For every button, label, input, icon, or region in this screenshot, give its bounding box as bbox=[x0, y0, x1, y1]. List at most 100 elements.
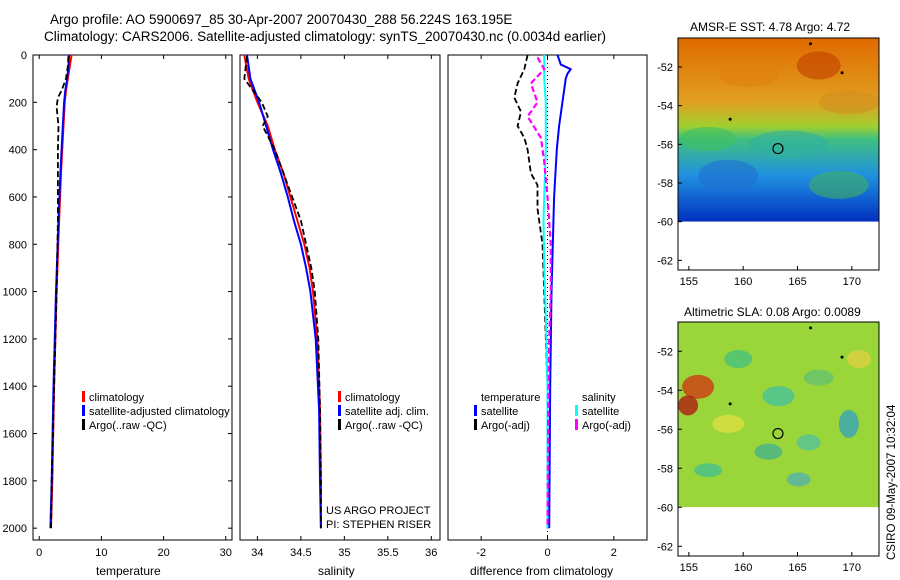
legend-diff-temperature: temperature satellite Argo(-adj) bbox=[474, 391, 540, 433]
x-tick-label: 160 bbox=[734, 276, 752, 288]
sla-patch bbox=[786, 472, 811, 487]
xlabel-difference: difference from climatology bbox=[470, 564, 614, 578]
sst-patch bbox=[796, 51, 841, 80]
plot-panel-0: 0 10 20 30 0 200 400 600 800 1000 1200 1400 1600 1800… bbox=[3, 50, 233, 559]
profile-marker bbox=[772, 427, 784, 440]
y-tick-label: -60 bbox=[657, 502, 673, 514]
sla-patch bbox=[762, 386, 795, 407]
legend-item-satellite: satellite bbox=[474, 405, 540, 419]
sla-patch bbox=[803, 369, 834, 386]
annotation-pi: PI: STEPHEN RISER bbox=[326, 519, 432, 531]
y-tick-label: 1200 bbox=[3, 334, 27, 346]
y-tick-label: 400 bbox=[9, 145, 27, 157]
legend-item-argo: Argo(-adj) bbox=[474, 419, 540, 433]
x-tick-label: 0 bbox=[544, 547, 550, 559]
y-tick-label: 1400 bbox=[3, 381, 27, 393]
sla-patch bbox=[682, 374, 715, 399]
island-dot bbox=[728, 402, 732, 406]
sla-patch bbox=[754, 443, 783, 460]
project-annotation: US ARGO PROJECT PI: STEPHEN RISER bbox=[326, 504, 431, 532]
sst-patch bbox=[818, 90, 879, 115]
figure-title-line2: Climatology: CARS2006. Satellite-adjuste… bbox=[44, 29, 607, 44]
legend-heading-salinity: salinity bbox=[582, 392, 616, 404]
legend-item-satellite: satellite-adjusted climatology bbox=[82, 405, 230, 419]
x-tick-label: 36 bbox=[425, 547, 437, 559]
x-tick-label: -2 bbox=[476, 547, 486, 559]
y-tick-label: 600 bbox=[9, 192, 27, 204]
map-sla: 155 160 165 170 -52 -54 -56 -58 -60 -62 bbox=[657, 321, 880, 574]
x-tick-label: 35 bbox=[338, 547, 350, 559]
series-line-climatology bbox=[50, 54, 73, 529]
plot-frame bbox=[32, 54, 233, 541]
legend-item-satellite: satellite adj. clim. bbox=[338, 405, 429, 419]
sla-patch bbox=[678, 395, 699, 416]
y-tick-label: -56 bbox=[657, 139, 673, 151]
sst-patch bbox=[680, 127, 737, 152]
plot-frame bbox=[239, 54, 441, 541]
island-dot bbox=[809, 326, 813, 330]
y-tick-label: -58 bbox=[657, 178, 673, 190]
x-tick-label: 30 bbox=[220, 547, 232, 559]
sst-patch bbox=[698, 159, 759, 192]
map-frame bbox=[677, 321, 880, 557]
plot-panel-1: 34 34.5 35 35.5 36 bbox=[239, 54, 441, 559]
island-dot bbox=[728, 117, 732, 121]
xlabel-salinity: salinity bbox=[318, 564, 355, 578]
island-dot bbox=[840, 71, 844, 75]
x-tick-label: 34.5 bbox=[290, 547, 311, 559]
x-tick-label: 170 bbox=[843, 562, 861, 574]
sla-patch bbox=[712, 414, 745, 433]
series-line-temperature-satellite bbox=[548, 54, 573, 529]
sla-patch bbox=[724, 350, 753, 369]
y-tick-label: -58 bbox=[657, 463, 673, 475]
y-tick-label: 1600 bbox=[3, 429, 27, 441]
sla-patch bbox=[796, 434, 821, 451]
sla-patch bbox=[694, 463, 723, 478]
xlabel-temperature: temperature bbox=[96, 564, 161, 578]
legend-item-climatology: climatology bbox=[338, 391, 429, 405]
x-tick-label: 155 bbox=[680, 276, 698, 288]
series-line-argo-raw-qc- bbox=[50, 56, 70, 529]
x-tick-label: 34 bbox=[251, 547, 263, 559]
y-tick-label: 0 bbox=[21, 50, 27, 62]
legend-item-argo: Argo(-adj) bbox=[575, 419, 631, 433]
legend-salinity: climatology satellite adj. clim. Argo(..… bbox=[338, 391, 429, 433]
no-data-area bbox=[678, 221, 879, 270]
y-tick-label: -62 bbox=[657, 541, 673, 553]
x-tick-label: 0 bbox=[36, 547, 42, 559]
y-tick-label: 1800 bbox=[3, 476, 27, 488]
y-tick-label: -60 bbox=[657, 217, 673, 229]
map-title-sst: AMSR-E SST: 4.78 Argo: 4.72 bbox=[690, 20, 851, 34]
series-line-salinity-argo-adj- bbox=[526, 56, 552, 529]
map-title-sla: Altimetric SLA: 0.08 Argo: 0.0089 bbox=[684, 305, 861, 319]
y-tick-label: 2000 bbox=[3, 523, 27, 535]
legend-diff-salinity: salinity satellite Argo(-adj) bbox=[575, 391, 631, 433]
series-line-temperature-argo-adj- bbox=[513, 54, 549, 529]
sla-patch bbox=[846, 350, 871, 369]
legend-heading-temperature: temperature bbox=[481, 392, 541, 404]
profile-marker bbox=[772, 142, 784, 155]
plot-panel-2: -2 0 2 bbox=[447, 54, 648, 559]
legend-item-climatology: climatology bbox=[82, 391, 230, 405]
y-tick-label: -62 bbox=[657, 255, 673, 267]
legend-item-satellite: satellite bbox=[575, 405, 631, 419]
x-tick-label: 155 bbox=[680, 562, 698, 574]
no-data-area bbox=[678, 507, 879, 556]
y-tick-label: -56 bbox=[657, 424, 673, 436]
sst-patch bbox=[718, 62, 779, 87]
x-tick-label: 35.5 bbox=[377, 547, 398, 559]
credit-timestamp: CSIRO 09-May-2007 10:32:04 bbox=[886, 404, 898, 560]
x-tick-label: 160 bbox=[734, 562, 752, 574]
sst-patch bbox=[808, 170, 869, 199]
x-tick-label: 165 bbox=[788, 276, 806, 288]
annotation-project: US ARGO PROJECT bbox=[326, 505, 431, 517]
legend-item-argo: Argo(..raw -QC) bbox=[82, 419, 230, 433]
y-tick-label: -54 bbox=[657, 101, 673, 113]
y-tick-label: 800 bbox=[9, 239, 27, 251]
series-line-salinity-satellite bbox=[542, 55, 549, 529]
x-tick-label: 170 bbox=[843, 276, 861, 288]
x-tick-label: 2 bbox=[611, 547, 617, 559]
sla-patch bbox=[838, 409, 859, 438]
map-frame bbox=[677, 37, 880, 271]
